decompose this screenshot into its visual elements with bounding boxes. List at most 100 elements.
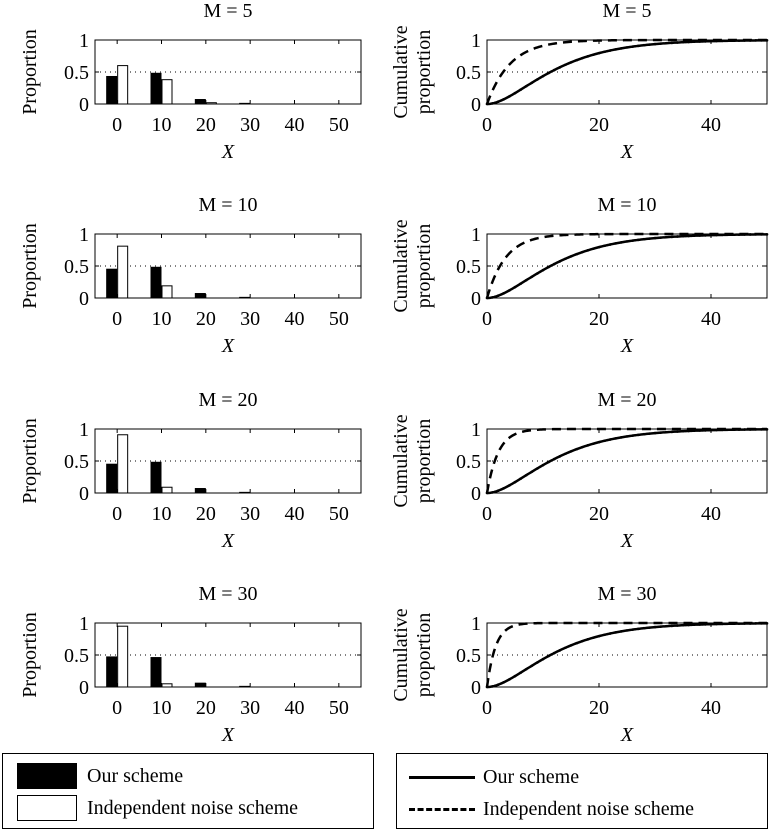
marker-our-scheme — [530, 470, 534, 474]
marker-our-scheme — [508, 289, 511, 292]
marker-our-scheme — [642, 626, 646, 630]
marker-our-scheme — [631, 628, 634, 631]
y-tick-label: 1 — [79, 224, 89, 246]
marker-our-scheme — [692, 623, 696, 627]
axes-frame — [94, 39, 362, 105]
y-tick-label: 1 — [471, 224, 481, 246]
marker-our-scheme — [564, 257, 567, 261]
x-tick-label: 10 — [152, 114, 172, 136]
legend-entry-our-scheme: Our scheme — [397, 762, 579, 792]
x-tick-label: 40 — [285, 503, 305, 525]
x-axis-label: X — [221, 724, 235, 746]
marker-our-scheme — [513, 91, 517, 95]
marker-our-scheme — [536, 78, 539, 81]
chart-title: M = 30 — [597, 583, 656, 605]
marker-our-scheme — [502, 680, 506, 684]
marker-our-scheme — [620, 241, 623, 244]
y-tick-label: 0.5 — [64, 451, 89, 473]
marker-our-scheme — [608, 243, 612, 246]
marker-our-scheme — [653, 236, 657, 240]
bar-independent-noise — [161, 79, 173, 105]
marker-our-scheme — [603, 439, 606, 443]
marker-our-scheme — [659, 236, 662, 239]
marker-our-scheme — [508, 484, 511, 487]
bar-independent-noise — [161, 486, 173, 494]
chart-title: M = 5 — [602, 0, 651, 22]
x-axis-label: X — [620, 335, 634, 357]
marker-our-scheme — [670, 430, 674, 434]
x-tick-label: 0 — [112, 697, 122, 719]
marker-our-scheme — [558, 455, 562, 458]
x-tick-label: 50 — [329, 308, 349, 330]
marker-our-scheme — [631, 239, 634, 242]
marker-our-scheme — [547, 460, 550, 464]
marker-our-scheme — [636, 238, 640, 242]
marker-our-scheme — [530, 275, 534, 279]
legend-label: Independent noise scheme — [87, 796, 299, 819]
marker-our-scheme — [670, 41, 674, 45]
x-tick-label: 40 — [285, 308, 305, 330]
marker-our-scheme — [659, 625, 662, 628]
cdf-chart-panel: 0 0.5 1 0 20 40 M = 20 X Cumulative proportion — [390, 389, 769, 552]
marker-our-scheme — [603, 633, 606, 637]
bar-our-scheme — [194, 488, 206, 494]
bar-our-scheme — [106, 656, 118, 688]
marker-our-scheme — [597, 634, 601, 638]
marker-our-scheme — [676, 430, 679, 433]
x-axis-label: X — [221, 335, 235, 357]
line-legend: Our scheme Independent noise scheme — [396, 753, 768, 829]
marker-our-scheme — [636, 433, 640, 437]
legend-label: Our scheme — [483, 765, 580, 788]
marker-our-scheme — [580, 639, 584, 643]
marker-our-scheme — [586, 444, 590, 447]
y-tick-label: 0 — [471, 94, 481, 116]
y-axis-label: Proportion — [19, 223, 41, 309]
x-axis-label: X — [620, 141, 634, 163]
marker-our-scheme — [502, 97, 506, 101]
bar-our-scheme — [150, 72, 162, 105]
y-axis-label: Proportion — [19, 612, 41, 698]
x-tick-label: 20 — [196, 503, 216, 525]
marker-our-scheme — [603, 244, 606, 248]
x-tick-label: 30 — [240, 114, 260, 136]
marker-our-scheme — [664, 41, 668, 45]
marker-our-scheme — [541, 463, 545, 467]
y-tick-label: 0.5 — [456, 62, 481, 84]
marker-our-scheme — [592, 442, 595, 445]
dashed-line-swatch — [409, 807, 475, 811]
marker-our-scheme — [676, 41, 679, 44]
bar-our-scheme — [106, 75, 118, 105]
x-tick-label: 50 — [329, 503, 349, 525]
marker-our-scheme — [552, 651, 556, 655]
y-tick-label: 0 — [79, 94, 89, 116]
marker-our-scheme — [597, 51, 601, 55]
marker-our-scheme — [664, 430, 668, 434]
y-axis-label: Cumulative — [390, 219, 412, 312]
marker-our-scheme — [664, 235, 668, 239]
marker-our-scheme — [524, 667, 528, 671]
marker-our-scheme — [513, 285, 517, 289]
cdf-chart-panel: 0 0.5 1 0 20 40 M = 10 X Cumulative proportion — [390, 194, 769, 357]
chart-title: M = 10 — [597, 194, 656, 216]
filled-bar-swatch — [17, 763, 77, 789]
marker-our-scheme — [636, 627, 640, 631]
marker-our-scheme — [681, 429, 685, 433]
chart-title: M = 10 — [198, 194, 257, 216]
bar-independent-noise — [161, 285, 173, 299]
marker-our-scheme — [704, 623, 707, 626]
marker-our-scheme — [530, 664, 534, 668]
x-tick-label: 20 — [589, 697, 609, 719]
y-tick-label: 0 — [79, 288, 89, 310]
legend-label: Our scheme — [87, 764, 184, 787]
marker-our-scheme — [659, 431, 662, 434]
marker-our-scheme — [642, 43, 646, 47]
marker-our-scheme — [586, 638, 590, 641]
marker-our-scheme — [575, 447, 578, 451]
marker-our-scheme — [608, 632, 612, 635]
y-tick-label: 1 — [471, 30, 481, 52]
marker-our-scheme — [659, 42, 662, 45]
marker-our-scheme — [608, 49, 612, 52]
marker-our-scheme — [704, 429, 707, 432]
